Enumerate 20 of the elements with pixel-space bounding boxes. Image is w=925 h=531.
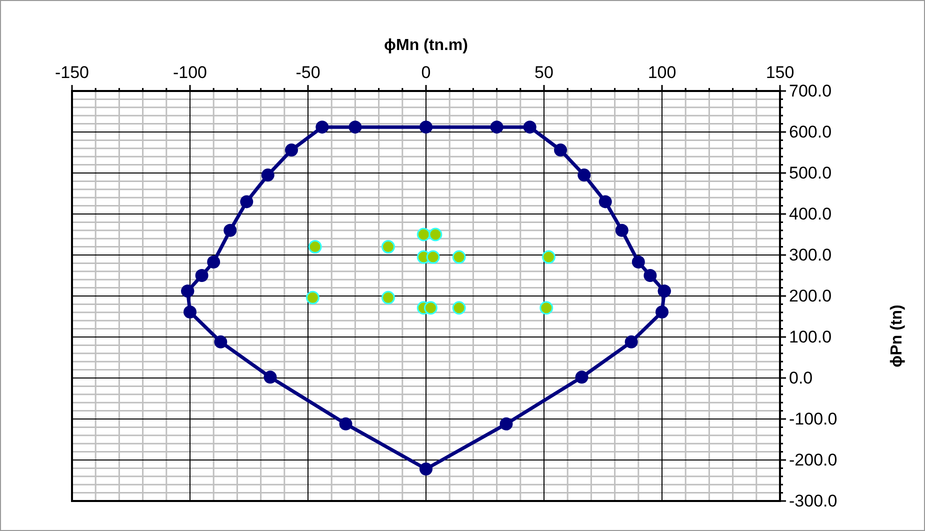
y-tick-label: -100.0 bbox=[789, 410, 838, 428]
x-axis-title: ϕMn (tn.m) bbox=[384, 37, 468, 54]
y-tick-label: 600.0 bbox=[789, 122, 832, 142]
y-tick-label: 200.0 bbox=[789, 286, 832, 306]
y-tick-label: -200.0 bbox=[789, 450, 838, 470]
x-tick-label: 0 bbox=[421, 63, 431, 82]
x-tick-label: -50 bbox=[296, 63, 320, 82]
y-tick-label: 300.0 bbox=[789, 246, 832, 264]
y-tick-label: 400.0 bbox=[789, 204, 832, 224]
x-tick-label: 150 bbox=[766, 63, 794, 82]
x-tick-label: -100 bbox=[172, 63, 208, 82]
y-tick-label: -300.0 bbox=[789, 492, 838, 510]
y-tick-label: 500.0 bbox=[789, 164, 832, 182]
y-axis-title: ϕPn (tn) bbox=[888, 304, 906, 368]
y-tick-label: 0.0 bbox=[789, 368, 813, 388]
x-tick-label: 50 bbox=[534, 63, 554, 82]
y-tick-label: 700.0 bbox=[789, 82, 832, 100]
y-tick-label: 100.0 bbox=[789, 328, 832, 346]
x-tick-label: -150 bbox=[54, 63, 90, 82]
x-tick-label: 100 bbox=[648, 63, 676, 82]
